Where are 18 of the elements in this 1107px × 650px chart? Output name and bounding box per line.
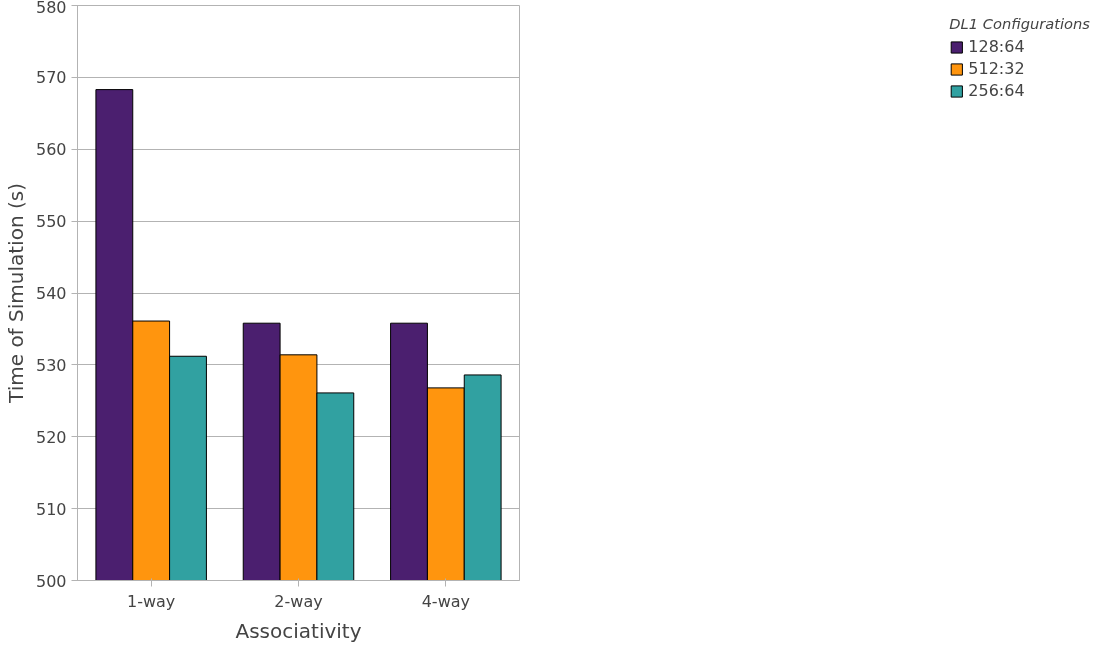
- legend-label: 128:64: [968, 37, 1025, 56]
- legend-title: DL1 Configurations: [949, 15, 1090, 32]
- y-axis-title: Time of Simulation (s): [3, 183, 28, 404]
- y-tick-label: 570: [35, 68, 67, 88]
- y-tick-label: 580: [35, 0, 67, 17]
- y-tick-label: 550: [35, 212, 67, 232]
- legend-label: 256:64: [968, 81, 1025, 100]
- x-tick-label: 1-way: [127, 591, 176, 611]
- x-axis-title: Associativity: [235, 618, 362, 643]
- legend-label: 512:32: [968, 59, 1025, 78]
- y-tick-label: 520: [35, 427, 67, 447]
- y-tick-label: 530: [35, 355, 67, 375]
- y-tick-label: 560: [35, 140, 67, 160]
- x-tick-label: 2-way: [274, 591, 323, 611]
- x-tick-label: 4-way: [421, 591, 470, 611]
- y-tick-label: 500: [35, 571, 67, 591]
- y-tick-label: 510: [35, 499, 67, 519]
- y-tick-label: 540: [35, 284, 67, 303]
